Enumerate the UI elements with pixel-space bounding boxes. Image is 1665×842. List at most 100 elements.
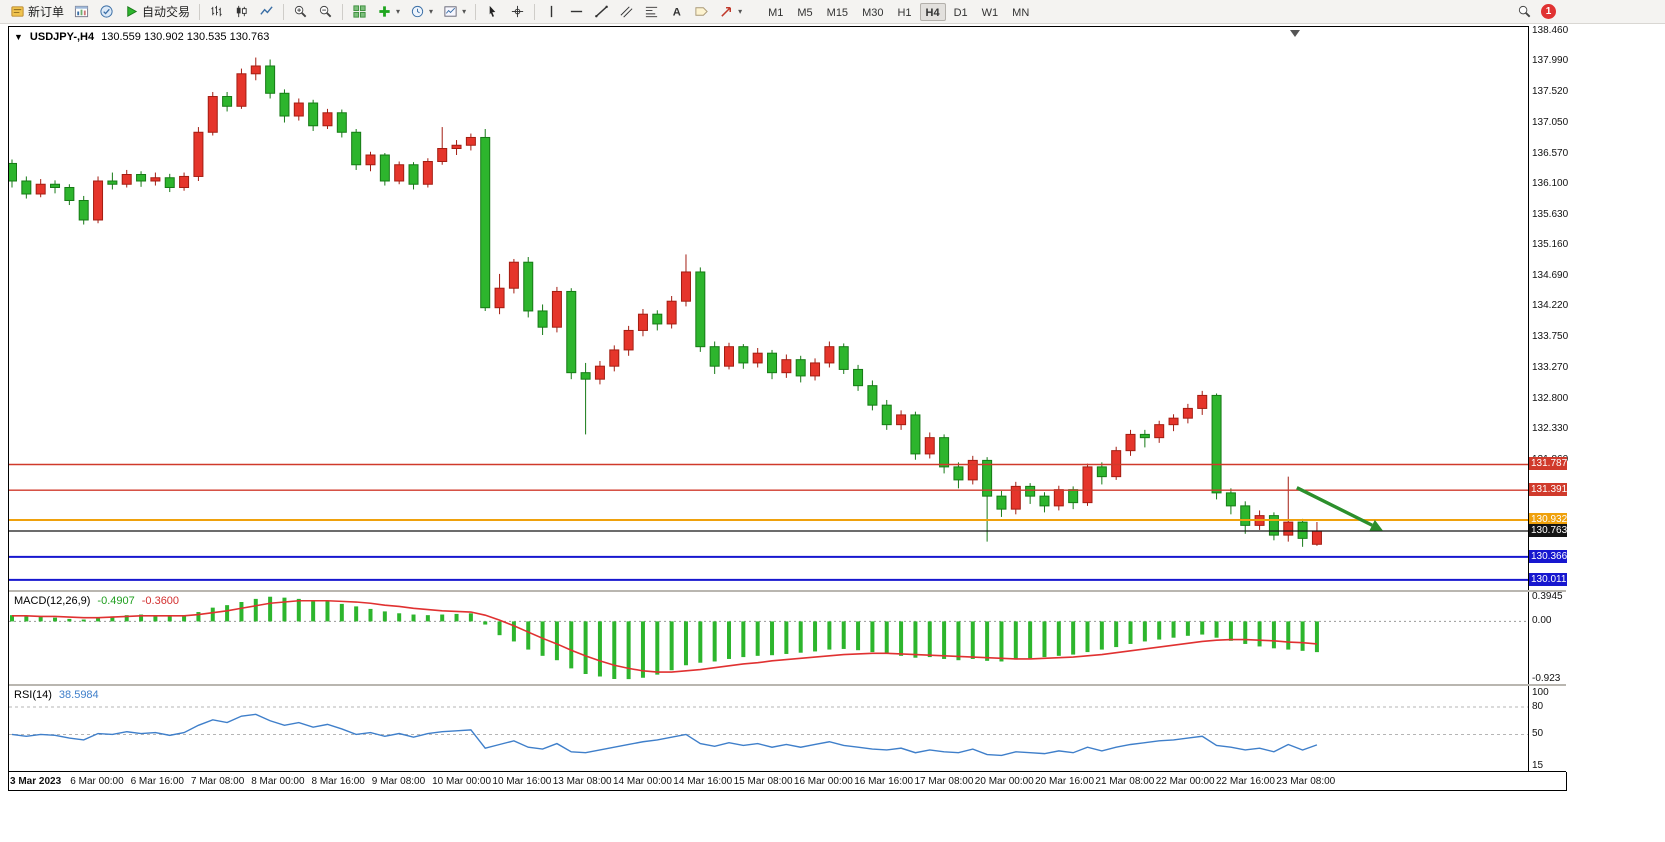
time-label: 23 Mar 08:00 <box>1276 776 1336 787</box>
timeframe-button-mn[interactable]: MN <box>1012 6 1030 19</box>
chart-list-button[interactable] <box>69 2 94 22</box>
main-chart-canvas[interactable] <box>9 27 1528 591</box>
rsi-tick: 100 <box>1532 687 1549 698</box>
time-label: 20 Mar 16:00 <box>1035 776 1095 787</box>
macd-name: MACD(12,26,9) <box>14 595 91 607</box>
macd-indicator-canvas[interactable] <box>9 592 1528 684</box>
macd-signal-value: -0.3600 <box>141 595 180 607</box>
label-icon <box>694 4 709 19</box>
timeframe-button-h4[interactable]: H4 <box>919 2 946 21</box>
price-tag: 131.787 <box>1529 457 1568 471</box>
line-chart-icon <box>259 4 274 19</box>
toolbar-separator <box>475 3 477 20</box>
bar-chart-mode-button[interactable] <box>204 2 229 22</box>
indicators-button[interactable]: ▾ <box>372 2 405 22</box>
text-tool-button[interactable]: A <box>664 2 689 22</box>
search-button[interactable] <box>1512 2 1537 22</box>
rsi-indicator-canvas[interactable] <box>9 686 1528 771</box>
price-tick: 134.690 <box>1532 269 1569 281</box>
chevron-down-icon: ▾ <box>738 7 743 16</box>
crosshair-tool-button[interactable] <box>505 2 530 22</box>
timeframe-button-m30[interactable]: M30 <box>862 6 884 19</box>
macd-main-value: -0.4907 <box>97 595 135 607</box>
price-tick: 133.750 <box>1532 330 1569 342</box>
cursor-tool-button[interactable] <box>480 2 505 22</box>
price-tick: 135.630 <box>1532 208 1569 220</box>
candlestick-mode-button[interactable] <box>229 2 254 22</box>
price-tick: 136.100 <box>1532 178 1569 190</box>
label-tool-button[interactable] <box>689 2 714 22</box>
time-label: 8 Mar 16:00 <box>311 776 365 787</box>
timeframe-button-m15[interactable]: M15 <box>826 6 849 19</box>
horizontal-lines-layer <box>9 463 1528 581</box>
price-tick: 137.990 <box>1532 55 1569 67</box>
timeframe-button-w1[interactable]: W1 <box>981 6 999 19</box>
crosshair-icon <box>510 4 525 19</box>
tile-windows-icon <box>352 4 367 19</box>
horizontal-line-tool-button[interactable] <box>564 2 589 22</box>
template-icon <box>443 4 458 19</box>
ohlc-bars-icon <box>209 4 224 19</box>
new-order-button[interactable]: 新订单 <box>5 2 69 22</box>
price-tick: 132.330 <box>1532 423 1569 435</box>
autotrading-button[interactable]: 自动交易 <box>119 2 195 22</box>
time-label: 14 Mar 00:00 <box>613 776 672 787</box>
chevron-down-icon: ▾ <box>462 7 467 16</box>
price-tag: 130.366 <box>1529 549 1568 563</box>
main-toolbar: 新订单 自动交易 ▾ ▾ ▾ A ▾ M1 M5 M15 M30 H1 H4 D1 W1 MN … <box>0 0 1665 24</box>
tile-windows-button[interactable] <box>347 2 372 22</box>
time-axis[interactable]: 3 Mar 2023 6 Mar 00:00 6 Mar 16:00 7 Mar 08… <box>9 771 1566 790</box>
chart-window-frame <box>8 26 1567 791</box>
time-label: 6 Mar 00:00 <box>70 776 124 787</box>
panel-splitter-rsi[interactable] <box>9 684 1566 686</box>
price-axis[interactable] <box>1528 26 1567 772</box>
zoom-out-button[interactable] <box>313 2 338 22</box>
fibonacci-icon <box>644 4 659 19</box>
arrows-tool-button[interactable]: ▾ <box>714 2 747 22</box>
vertical-line-icon <box>544 4 559 19</box>
timeframe-button-d1[interactable]: D1 <box>953 6 968 19</box>
channel-tool-button[interactable] <box>614 2 639 22</box>
macd-tick: 0.3945 <box>1532 590 1563 602</box>
price-tick: 132.800 <box>1532 392 1569 404</box>
time-label: 7 Mar 08:00 <box>190 776 245 787</box>
time-label: 3 Mar 2023 <box>10 776 62 787</box>
text-icon: A <box>669 4 684 19</box>
horizontal-line-icon <box>569 4 584 19</box>
price-tag: 130.011 <box>1529 572 1567 586</box>
price-tick: 133.270 <box>1532 362 1569 374</box>
zoom-in-button[interactable] <box>288 2 313 22</box>
trend-arrow-annotation <box>1296 486 1383 531</box>
trendline-icon <box>594 4 609 19</box>
time-label: 14 Mar 16:00 <box>673 776 733 787</box>
price-tag: 131.391 <box>1529 483 1568 497</box>
notification-badge[interactable]: 1 <box>1541 4 1556 19</box>
timeframe-button-h1[interactable]: H1 <box>897 6 912 19</box>
trendline-tool-button[interactable] <box>589 2 614 22</box>
time-label: 10 Mar 00:00 <box>432 776 492 787</box>
vertical-line-tool-button[interactable] <box>539 2 564 22</box>
line-chart-mode-button[interactable] <box>254 2 279 22</box>
timeframe-button-m5[interactable]: M5 <box>797 6 813 19</box>
panel-splitter-macd[interactable] <box>9 590 1566 592</box>
timeframe-button-m1[interactable]: M1 <box>768 6 784 19</box>
svg-text:A: A <box>673 6 681 18</box>
macd-histogram-layer <box>10 596 1319 680</box>
periods-button[interactable]: ▾ <box>405 2 438 22</box>
indicator-add-icon <box>377 4 392 19</box>
quotes-button[interactable] <box>94 2 119 22</box>
price-tick: 137.520 <box>1532 85 1569 97</box>
cursor-icon <box>485 4 500 19</box>
chart-symbol-timeframe: USDJPY-,H4 <box>29 31 95 43</box>
price-tick: 135.160 <box>1532 239 1569 251</box>
chevron-down-icon: ▾ <box>396 7 401 16</box>
rsi-tick: 15 <box>1532 760 1544 772</box>
time-label: 20 Mar 00:00 <box>974 776 1034 787</box>
arrow-object-icon <box>719 4 734 19</box>
toolbar-separator <box>199 3 201 20</box>
rsi-label: RSI(14) 38.5984 <box>14 689 99 701</box>
fibonacci-tool-button[interactable] <box>639 2 664 22</box>
templates-button[interactable]: ▾ <box>438 2 471 22</box>
time-label: 13 Mar 08:00 <box>552 776 612 787</box>
new-order-icon <box>10 4 25 19</box>
